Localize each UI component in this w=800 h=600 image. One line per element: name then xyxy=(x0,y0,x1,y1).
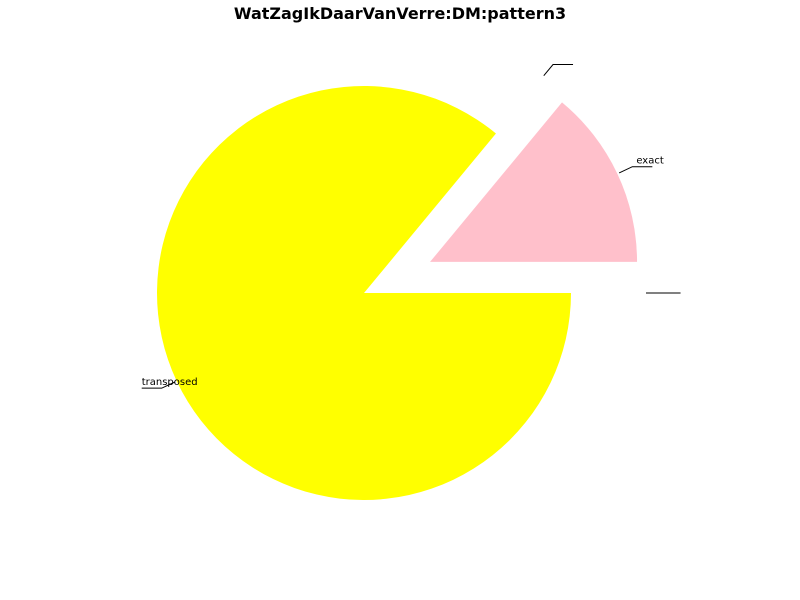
leader-line-transposed xyxy=(141,381,176,389)
pie-slice-exact xyxy=(430,102,638,262)
leader-line-exact xyxy=(618,166,653,174)
chart-title: WatZagIkDaarVanVerre:DM:pattern3 xyxy=(233,4,567,23)
leader-line-empty-1 xyxy=(543,63,574,77)
pie-slice-transposed xyxy=(156,85,571,500)
slice-label-exact: exact xyxy=(636,156,664,167)
slice-label-transposed: transposed xyxy=(142,377,198,388)
